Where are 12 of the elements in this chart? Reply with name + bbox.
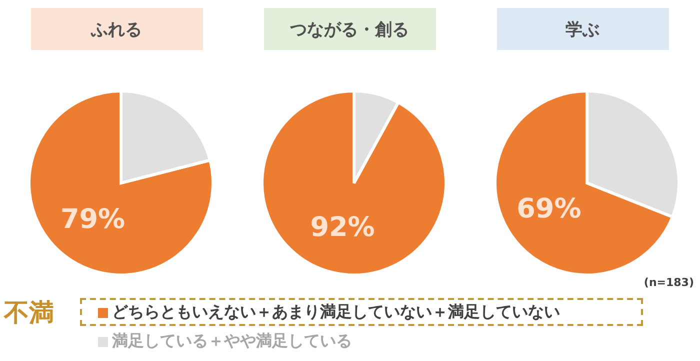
pie-slice xyxy=(260,90,448,276)
text: (n=183) xyxy=(644,276,694,289)
chart-title: ふれる xyxy=(30,8,202,50)
legend-label: どちらともいえない＋あまり満足していない＋満足していない xyxy=(112,302,560,323)
data-label: 79% xyxy=(60,204,126,235)
data-label: 69% xyxy=(516,193,582,224)
legend-label: 満足している＋やや満足している xyxy=(112,331,352,352)
data-label: 92% xyxy=(310,212,375,244)
text: 不満 xyxy=(4,297,54,329)
chart-title: つながる・創る xyxy=(264,8,436,50)
chart-title: 学ぶ xyxy=(496,8,668,50)
pie-slice xyxy=(28,90,214,276)
